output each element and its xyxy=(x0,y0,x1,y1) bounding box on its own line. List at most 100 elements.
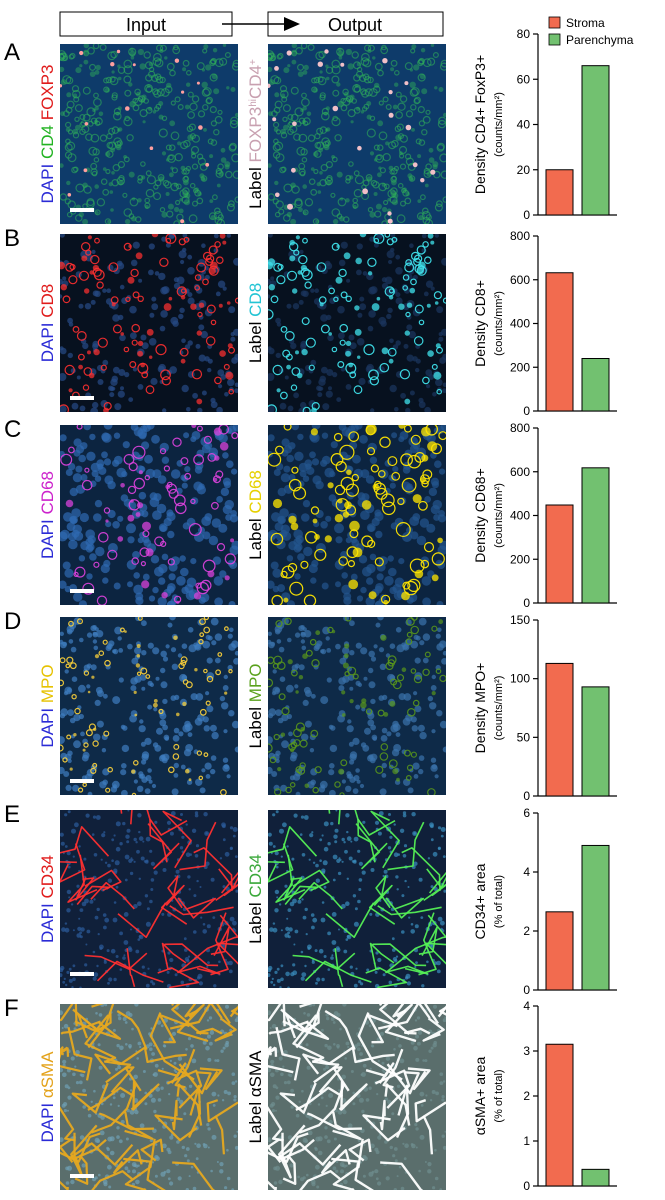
y-tick-label: 800 xyxy=(510,229,530,243)
panel-letter: D xyxy=(4,608,21,635)
panel-a-input-image xyxy=(60,44,238,224)
output-label-text-part: CD34 xyxy=(246,854,265,897)
legend-swatch-parenchyma xyxy=(548,33,561,46)
panel-letter: B xyxy=(4,225,20,252)
y-axis-unit: (counts/mm²) xyxy=(493,483,505,548)
y-tick-label: 0 xyxy=(523,983,530,997)
bar-stroma xyxy=(545,504,574,604)
output-label-text-part: Label xyxy=(246,514,265,560)
bar-stroma xyxy=(545,169,574,216)
panel-letter: A xyxy=(4,39,20,66)
bar-stroma xyxy=(545,911,574,991)
bar-parenchyma xyxy=(581,65,610,216)
scale-bar xyxy=(70,1174,94,1178)
y-tick-label: 200 xyxy=(510,552,530,566)
legend-swatch-stroma xyxy=(548,16,561,29)
panel-c-output-image xyxy=(268,425,446,605)
output-label-text: Label CD8 xyxy=(246,283,265,363)
y-tick-label: 40 xyxy=(517,118,531,132)
input-stain-label-part: CD8 xyxy=(38,284,57,323)
y-tick-label: 600 xyxy=(510,273,530,287)
bar-parenchyma xyxy=(581,686,610,797)
panel-f-chart: 0 1 2 3 4 αSMA+ area (% of total) xyxy=(472,999,617,1193)
input-stain-label-part: MPO xyxy=(38,664,57,707)
panel-c-input-image xyxy=(60,425,238,605)
panel-f-output-image xyxy=(268,1004,446,1190)
y-axis-label: αSMA+ area xyxy=(472,1057,488,1136)
input-stain-label: DAPI MPO xyxy=(38,664,57,747)
output-label-text-part: Label xyxy=(246,163,265,209)
output-label-text: Label MPO xyxy=(246,663,265,748)
scale-bar xyxy=(70,972,94,976)
scale-bar xyxy=(70,779,94,783)
y-tick-label: 800 xyxy=(510,421,530,435)
y-tick-label: 20 xyxy=(517,163,531,177)
y-tick-label: 150 xyxy=(510,613,530,627)
input-stain-label-part: DAPI xyxy=(38,903,57,943)
panel-letter: C xyxy=(4,416,21,443)
y-tick-label: 2 xyxy=(523,924,530,938)
input-stain-label-part: CD68 xyxy=(38,471,57,519)
input-stain-label: DAPI CD68 xyxy=(38,471,57,559)
panel-d-output-image xyxy=(268,617,446,795)
y-axis-unit: (counts/mm²) xyxy=(493,92,505,157)
bar-parenchyma xyxy=(581,358,610,412)
output-header-label: Output xyxy=(328,15,382,35)
input-stain-label-part: DAPI xyxy=(38,519,57,559)
y-axis-unit: (% of total) xyxy=(493,1069,505,1122)
output-label-text-part: Label xyxy=(246,898,265,944)
bar-parenchyma xyxy=(581,467,610,604)
panel-b-output-image xyxy=(268,234,446,412)
panel-e-chart: 0 2 4 6 CD34+ area (% of total) xyxy=(472,806,617,997)
y-tick-label: 1 xyxy=(523,1134,530,1148)
y-tick-label: 0 xyxy=(523,789,530,803)
y-tick-label: 6 xyxy=(523,806,530,820)
output-label-text-part: FOXP3 xyxy=(246,107,265,163)
panel-a-chart: 0 20 40 60 80 Density CD4+ FoxP3+ (counts/mm²) xyxy=(472,27,617,222)
output-label-text-part: Label xyxy=(246,702,265,748)
output-label-text: Label FOXP3hiCD4+ xyxy=(246,59,265,209)
y-tick-label: 0 xyxy=(523,404,530,418)
panel-letter: E xyxy=(4,801,20,828)
panel-e-input-image xyxy=(60,810,238,988)
y-tick-label: 0 xyxy=(523,596,530,610)
panel-letter: F xyxy=(4,995,19,1022)
y-tick-label: 0 xyxy=(523,208,530,222)
y-axis-unit: (counts/mm²) xyxy=(493,676,505,741)
scale-bar xyxy=(70,396,94,400)
y-axis-label: Density CD68+ xyxy=(472,468,488,563)
bar-parenchyma xyxy=(581,844,610,991)
y-tick-label: 400 xyxy=(510,317,530,331)
input-stain-label-part: FOXP3 xyxy=(38,65,57,125)
input-stain-label: DAPI CD8 xyxy=(38,284,57,362)
panel-c-chart: 0 200 400 600 800 Density CD68+ (counts/mm²) xyxy=(472,421,617,610)
output-label-text-part: CD68 xyxy=(246,470,265,513)
input-stain-label: DAPI αSMA xyxy=(38,1051,57,1143)
panel-f: F DAPI αSMA Label αSMA 0 1 2 3 4 αSMA+ area (% of… xyxy=(4,995,617,1193)
input-stain-label-part: αSMA xyxy=(38,1051,57,1103)
input-stain-label-part: DAPI xyxy=(38,323,57,363)
scale-bar xyxy=(70,208,94,212)
panel-a-output-image xyxy=(268,44,446,224)
y-tick-label: 0 xyxy=(523,1179,530,1193)
input-header-box xyxy=(59,11,233,37)
y-tick-label: 4 xyxy=(523,865,530,879)
input-stain-label-part: DAPI xyxy=(38,164,57,204)
output-label-text-part: Label αSMA xyxy=(246,1050,265,1144)
y-tick-label: 200 xyxy=(510,360,530,374)
bar-stroma xyxy=(545,272,574,412)
output-label-text-part: + xyxy=(248,59,259,65)
scale-bar xyxy=(70,589,94,593)
panel-b-input-image xyxy=(60,234,238,412)
panel-f-input-image xyxy=(60,1004,238,1190)
output-label-text-part: hi xyxy=(248,99,259,107)
y-axis-label: Density CD4+ FoxP3+ xyxy=(472,55,488,194)
y-axis-label: Density MPO+ xyxy=(472,663,488,754)
